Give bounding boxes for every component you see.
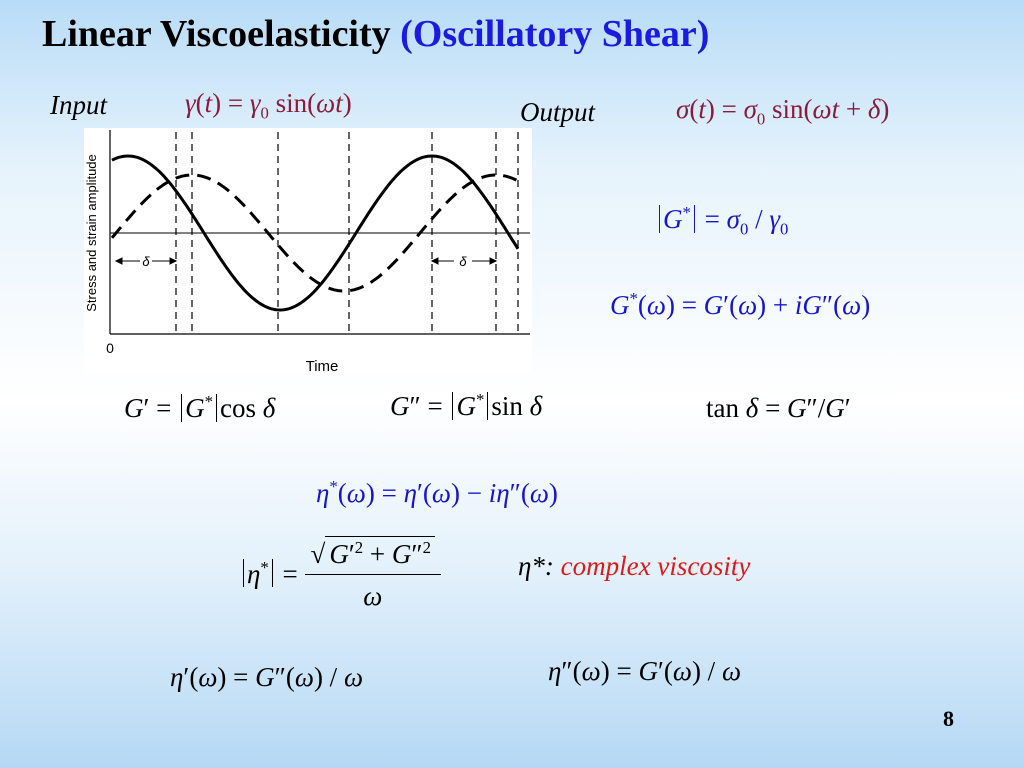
phase-guides	[175, 132, 519, 334]
stress-strain-figure: δ δ Stress and strain amplitude 0 Time	[84, 128, 532, 374]
origin-label: 0	[106, 340, 114, 356]
slide-title: Linear Viscoelasticity (Oscillatory Shea…	[42, 12, 709, 56]
output-label: Output	[520, 97, 596, 127]
complex-viscosity-equation: η*(ω) = η′(ω) − iη″(ω)	[316, 477, 558, 508]
delta-marker-right	[430, 257, 498, 265]
delta-marker-left	[114, 257, 178, 265]
viscosity-magnitude-equation: η* = √ G′2 + G″2 ω	[240, 536, 441, 612]
y-axis-label: Stress and strain amplitude	[84, 154, 99, 312]
input-label: Input	[50, 90, 107, 120]
page-number: 8	[943, 706, 954, 731]
output-equation: σ(t) = σ0 sin(ωt + δ)	[676, 94, 890, 129]
tan-delta-equation: tan δ = G″/G′	[706, 393, 851, 423]
note-text: complex viscosity	[560, 551, 751, 581]
storage-modulus-equation: G′ = G* cos δ	[124, 392, 276, 423]
eta-prime-equation: η′(ω) = G″(ω) / ω	[170, 662, 364, 692]
title-main: Linear Viscoelasticity	[42, 13, 391, 55]
loss-modulus-equation: G″ = G* sin δ	[390, 390, 543, 421]
delta-label-left: δ	[142, 254, 150, 269]
complex-viscosity-note: η*: complex viscosity	[518, 551, 750, 582]
eta-double-prime-equation: η″(ω) = G′(ω) / ω	[548, 656, 742, 686]
title-subtitle: (Oscillatory Shear)	[400, 13, 710, 55]
complex-modulus-equation: G*(ω) = G′(ω) + iG″(ω)	[610, 289, 871, 320]
delta-label-right: δ	[459, 254, 467, 269]
x-axis-label: Time	[306, 358, 339, 374]
note-symbol: η*:	[518, 551, 554, 581]
input-equation: γ(t) = γ0 sin(ωt)	[185, 88, 352, 123]
stress-curve	[110, 173, 519, 293]
modulus-magnitude-equation: G* = σ0 / γ0	[656, 204, 788, 237]
strain-curve	[111, 154, 520, 312]
